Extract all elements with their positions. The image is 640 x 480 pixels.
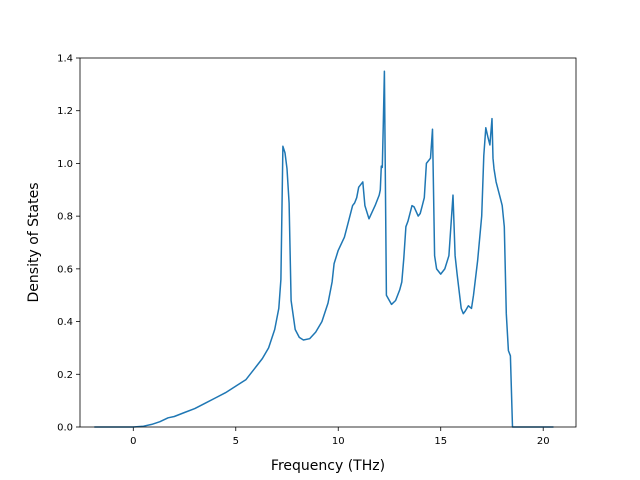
- y-tick-label: 0.0: [57, 423, 73, 434]
- x-tick-label: 10: [332, 436, 345, 447]
- y-axis-ticks: 0.0 0.2 0.4 0.6 0.8 1.0 1.2 1.4: [57, 54, 80, 434]
- x-tick-label: 15: [434, 436, 447, 447]
- y-tick-label: 1.4: [57, 54, 73, 65]
- y-axis-label: Density of States: [26, 183, 42, 303]
- y-tick-label: 1.2: [57, 106, 73, 117]
- dos-series-line: [94, 70, 554, 428]
- plot-frame: [79, 57, 577, 428]
- y-tick-label: 0.8: [57, 212, 73, 223]
- y-tick-label: 0.6: [57, 264, 73, 275]
- y-tick-label: 0.2: [57, 370, 73, 381]
- y-tick-label: 0.4: [57, 317, 73, 328]
- x-tick-label: 5: [233, 436, 239, 447]
- x-tick-label: 0: [130, 436, 136, 447]
- x-axis-label: Frequency (THz): [271, 458, 385, 474]
- y-tick-label: 1.0: [57, 159, 73, 170]
- x-tick-label: 20: [537, 436, 550, 447]
